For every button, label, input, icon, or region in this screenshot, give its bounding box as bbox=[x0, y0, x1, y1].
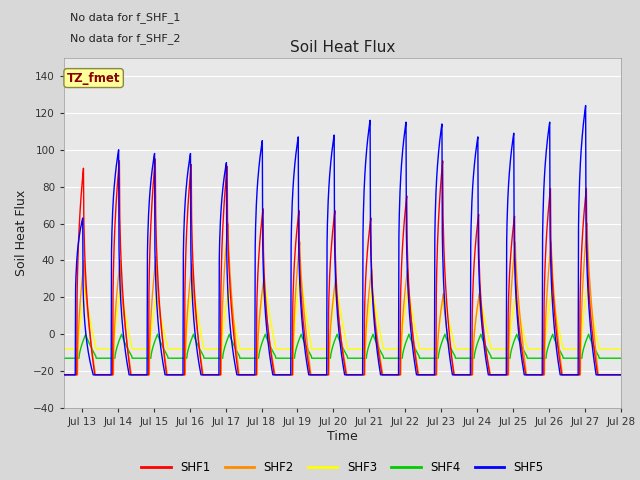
X-axis label: Time: Time bbox=[327, 430, 358, 443]
SHF4 bbox=[616, 355, 624, 361]
Text: TZ_fmet: TZ_fmet bbox=[67, 72, 120, 84]
SHF5 bbox=[582, 103, 589, 108]
SHF4 bbox=[543, 348, 551, 354]
Line: SHF1: SHF1 bbox=[64, 159, 620, 375]
SHF4 bbox=[271, 353, 279, 359]
SHF3 bbox=[160, 329, 168, 335]
SHF2 bbox=[481, 344, 489, 350]
SHF5 bbox=[60, 372, 68, 378]
SHF1 bbox=[60, 372, 68, 378]
SHF1 bbox=[171, 372, 179, 378]
SHF5 bbox=[543, 144, 550, 150]
SHF3 bbox=[481, 320, 489, 326]
SHF4 bbox=[60, 355, 68, 361]
Text: No data for f_SHF_2: No data for f_SHF_2 bbox=[70, 33, 180, 44]
SHF1 bbox=[481, 342, 489, 348]
Line: SHF2: SHF2 bbox=[64, 224, 620, 375]
SHF4 bbox=[161, 347, 168, 353]
SHF5 bbox=[616, 372, 624, 378]
SHF5 bbox=[271, 372, 279, 378]
SHF4 bbox=[481, 343, 489, 348]
SHF3 bbox=[543, 320, 551, 326]
SHF2 bbox=[616, 372, 624, 378]
SHF1 bbox=[161, 353, 168, 359]
SHF4 bbox=[221, 344, 228, 349]
SHF2 bbox=[160, 347, 168, 353]
SHF3 bbox=[221, 314, 228, 320]
SHF3 bbox=[60, 346, 68, 352]
SHF4 bbox=[171, 355, 179, 361]
SHF5 bbox=[481, 350, 489, 356]
Line: SHF3: SHF3 bbox=[64, 270, 620, 349]
SHF3 bbox=[271, 342, 279, 348]
SHF1 bbox=[271, 372, 279, 378]
SHF4 bbox=[82, 331, 90, 337]
Line: SHF4: SHF4 bbox=[64, 334, 620, 358]
SHF3 bbox=[170, 346, 178, 352]
Y-axis label: Soil Heat Flux: Soil Heat Flux bbox=[15, 190, 28, 276]
SHF5 bbox=[160, 366, 168, 372]
SHF1 bbox=[221, 190, 228, 196]
SHF1 bbox=[616, 372, 624, 378]
SHF2 bbox=[170, 372, 178, 378]
SHF2 bbox=[224, 221, 232, 227]
Legend: SHF1, SHF2, SHF3, SHF4, SHF5: SHF1, SHF2, SHF3, SHF4, SHF5 bbox=[136, 457, 548, 479]
Text: No data for f_SHF_1: No data for f_SHF_1 bbox=[70, 12, 180, 23]
Line: SHF5: SHF5 bbox=[64, 106, 620, 375]
SHF2 bbox=[271, 372, 279, 378]
SHF1 bbox=[543, 224, 551, 230]
SHF5 bbox=[170, 372, 178, 378]
SHF1 bbox=[152, 156, 159, 162]
SHF2 bbox=[60, 372, 68, 378]
SHF3 bbox=[616, 346, 624, 352]
SHF3 bbox=[297, 267, 305, 273]
SHF5 bbox=[221, 172, 228, 178]
SHF2 bbox=[543, 289, 551, 295]
SHF2 bbox=[221, 265, 228, 271]
Title: Soil Heat Flux: Soil Heat Flux bbox=[290, 40, 395, 55]
